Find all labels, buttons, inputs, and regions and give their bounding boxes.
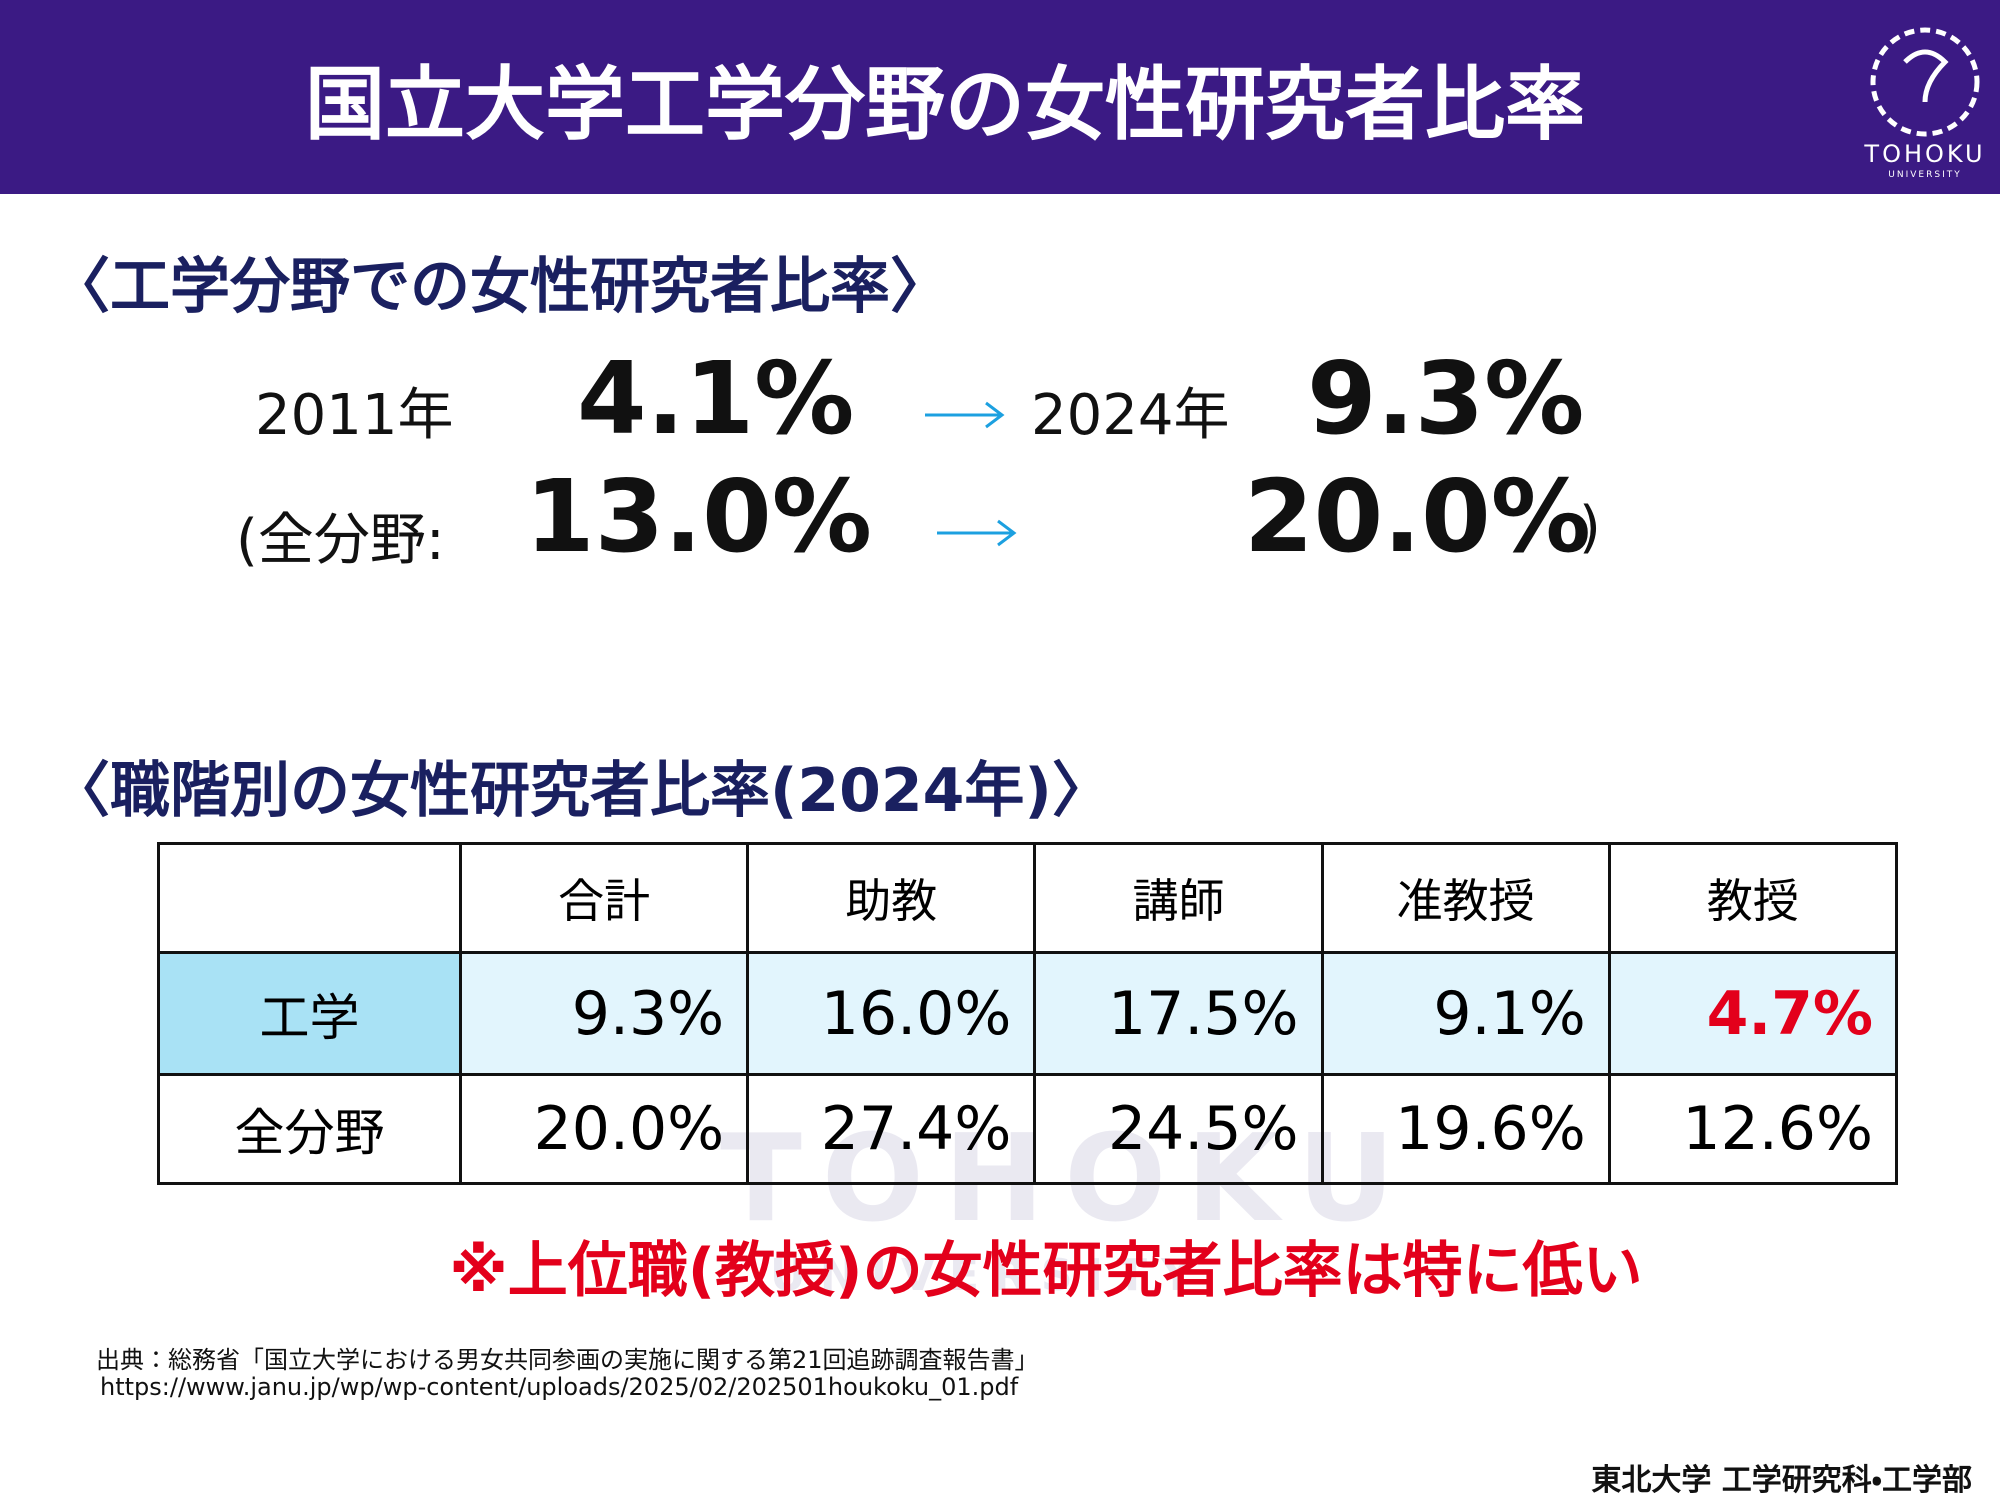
column-header: 講師	[1033, 842, 1324, 954]
value-cell: 9.1%	[1320, 951, 1611, 1076]
arrow	[937, 519, 1017, 547]
stat-value: 4.1%	[577, 340, 855, 457]
column-header: 教授	[1607, 842, 1899, 954]
note: ※上位職(教授)の女性研究者比率は特に低い	[449, 1236, 1643, 1306]
stat-label: 2024年	[1031, 383, 1230, 448]
value-cell: 19.6%	[1320, 1073, 1611, 1185]
footer: 東北大学 工学研究科・工学部	[1591, 1463, 1972, 1498]
column-header: 助教	[746, 842, 1037, 954]
stat-label: (全分野:	[236, 508, 445, 573]
stat-value: 13.0%	[525, 458, 872, 575]
stat-value: 20.0%	[1244, 458, 1591, 575]
section-heading: 〈職階別の女性研究者比率(2024年)〉	[50, 756, 1112, 826]
value-cell: 16.0%	[746, 951, 1037, 1076]
stat-label: 2011年	[255, 383, 454, 448]
table-row: 全分野 20.0% 27.4% 24.5% 19.6% 12.6%	[157, 1073, 1899, 1185]
value-cell: 24.5%	[1033, 1073, 1324, 1185]
logo-emblem	[1870, 27, 1980, 137]
arrow	[925, 401, 1005, 429]
source-text: 出典：総務省「国立大学における男女共同参画の実施に関する第21回追跡調査報告書」	[96, 1346, 1039, 1374]
logo-name: TOHOKU	[1864, 140, 1986, 168]
ratio-table: 合計 助教 講師 准教授 教授 工学 9.3% 16.0% 17.5% 9.1% 4.7% 全分野 2…	[157, 842, 1899, 1185]
value-cell: 4.7%	[1607, 951, 1899, 1076]
table-row: 工学 9.3% 16.0% 17.5% 9.1% 4.7%	[157, 951, 1899, 1076]
header-cell	[157, 842, 462, 954]
section-heading: 〈工学分野での女性研究者比率〉	[50, 252, 950, 322]
watermark-sub: UNIVERSITY	[770, 1250, 1207, 1301]
stat-value: 9.3%	[1307, 340, 1585, 457]
logo-sub: UNIVERSITY	[1888, 170, 1962, 180]
value-cell: 27.4%	[746, 1073, 1037, 1185]
value-cell: 17.5%	[1033, 951, 1324, 1076]
source-url: https://www.janu.jp/wp/wp-content/upload…	[100, 1373, 1019, 1401]
row-label: 工学	[157, 951, 462, 1076]
header-band	[0, 0, 2000, 194]
row-label: 全分野	[157, 1073, 462, 1185]
value-cell: 20.0%	[458, 1073, 750, 1185]
value-cell: 12.6%	[1607, 1073, 1899, 1185]
slide-title: 国立大学工学分野の女性研究者比率	[305, 58, 1585, 151]
column-header: 准教授	[1320, 842, 1611, 954]
stat-label: )	[1579, 495, 1601, 560]
column-header: 合計	[458, 842, 750, 954]
value-cell: 9.3%	[458, 951, 750, 1076]
